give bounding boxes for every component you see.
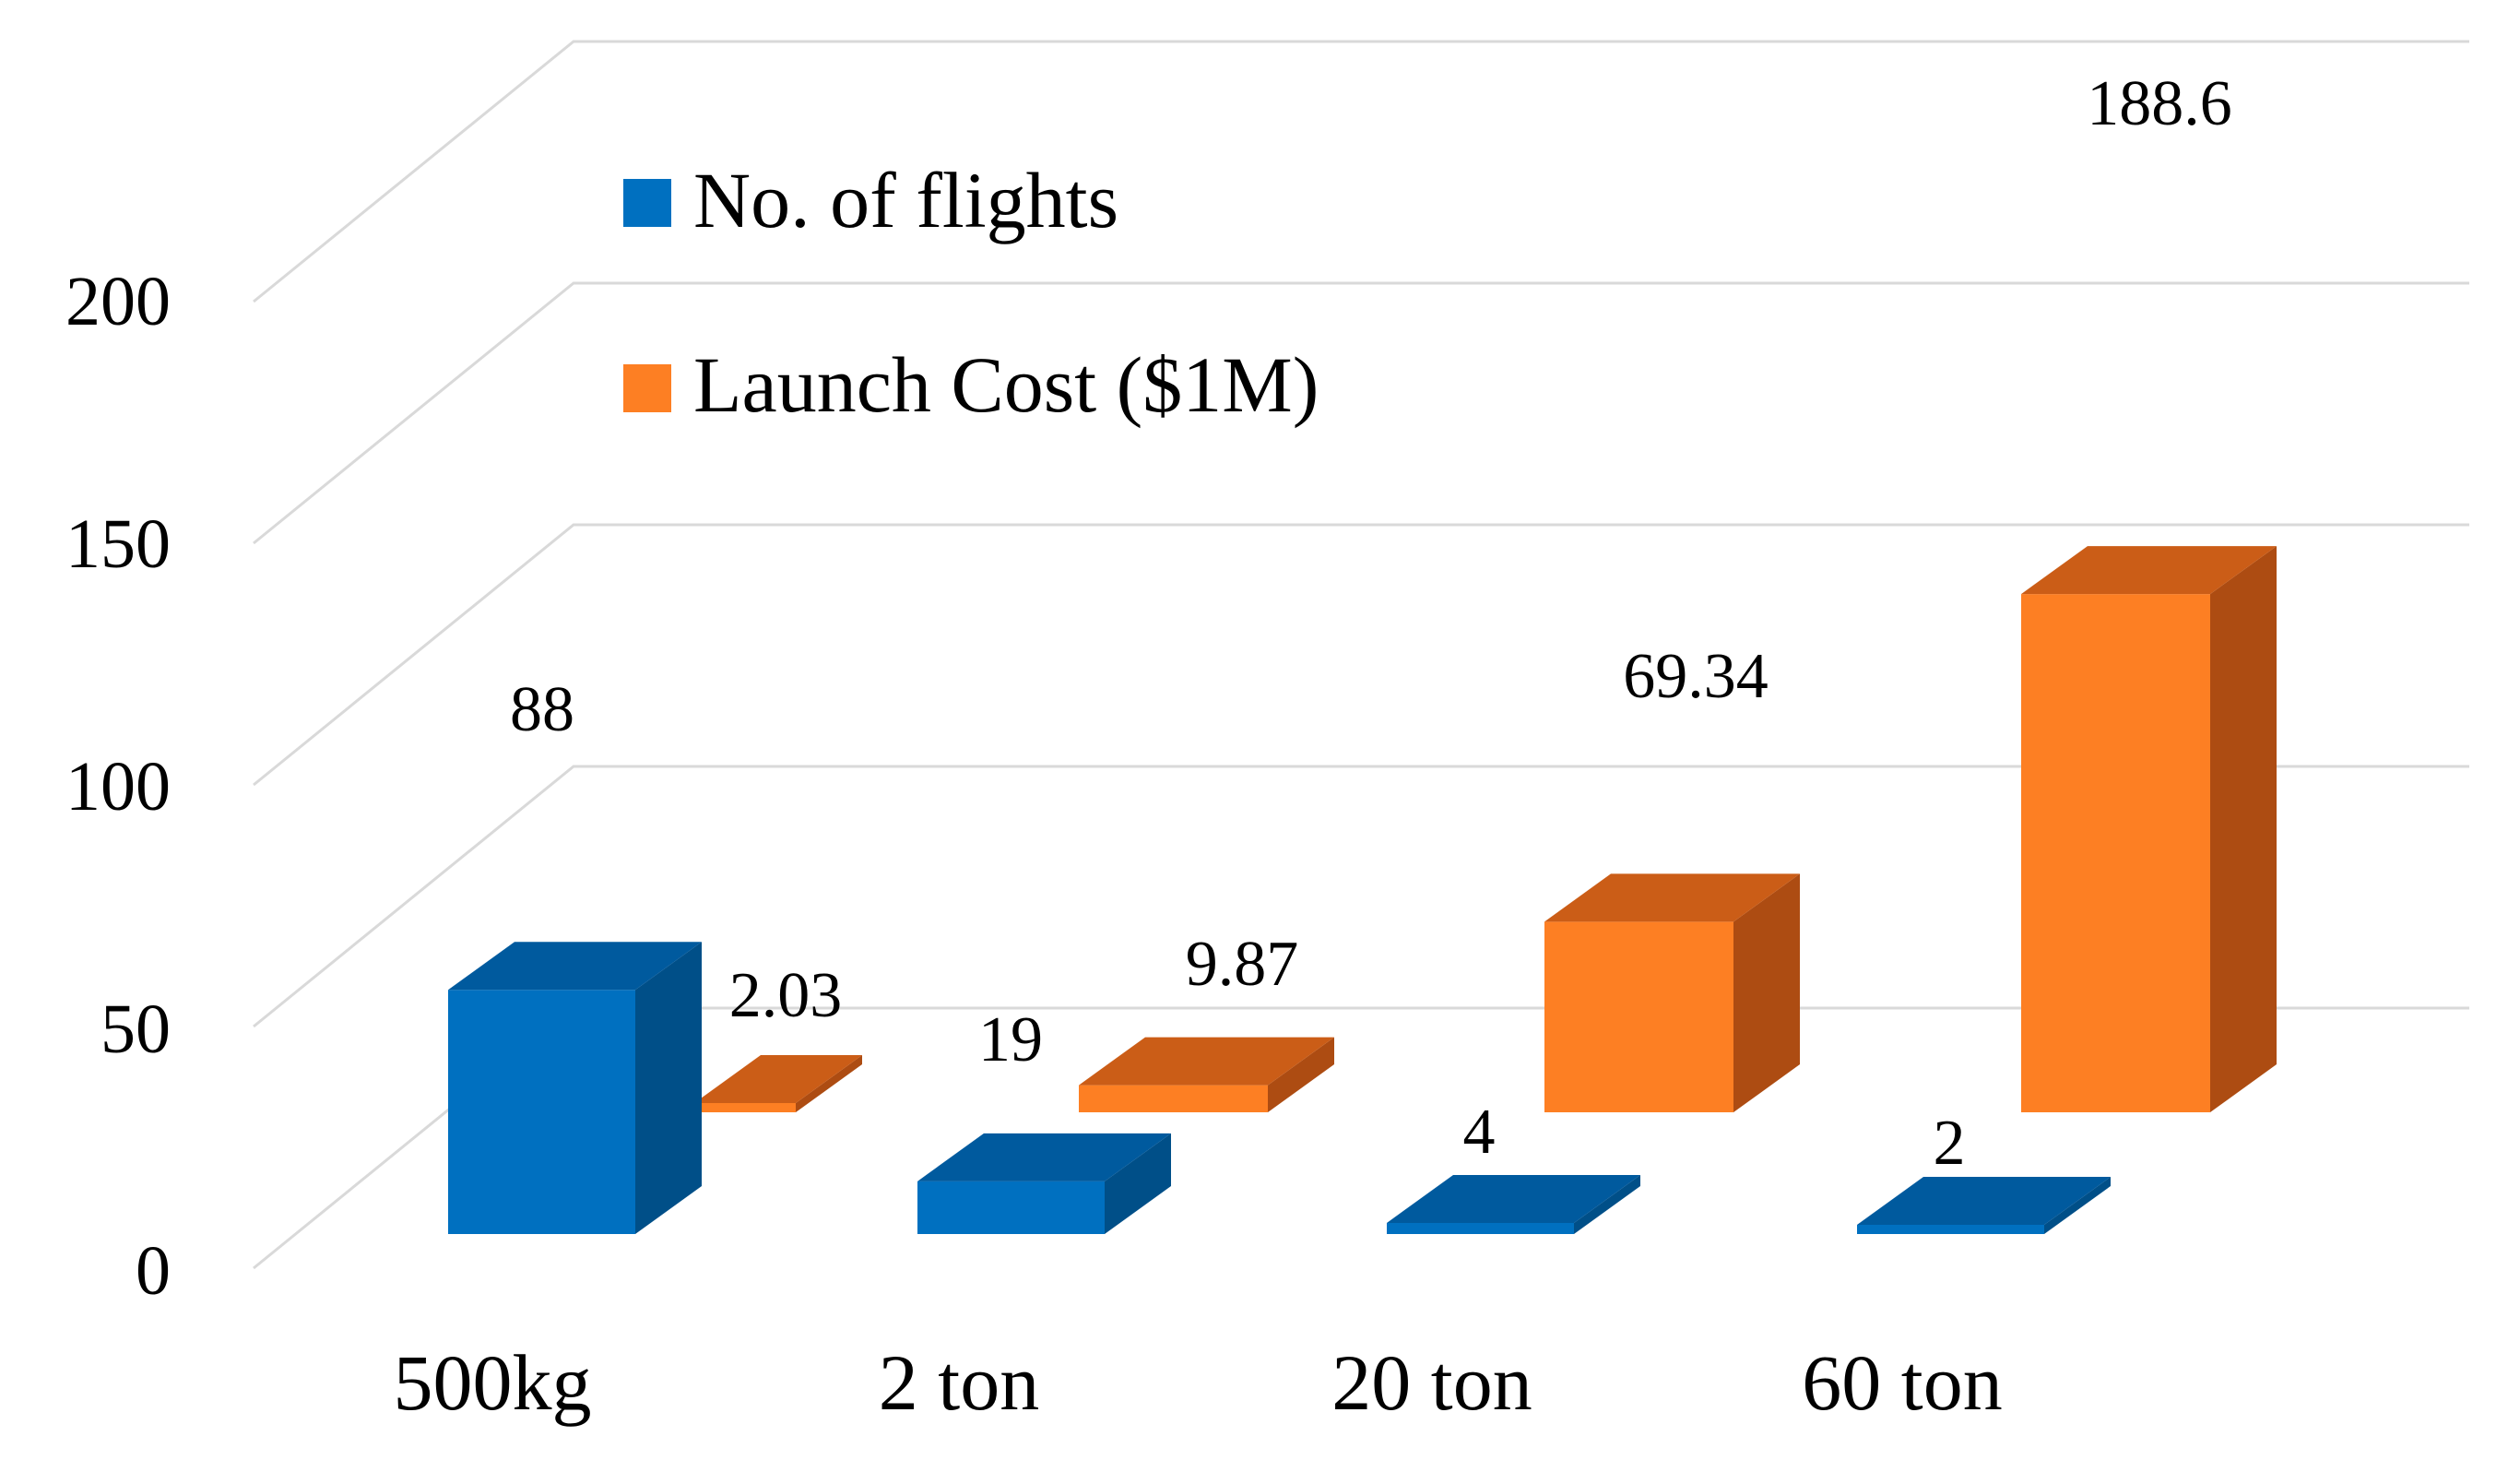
bar-top-face: [1544, 873, 1800, 922]
bars: [448, 546, 2277, 1234]
bar-side-face: [1268, 1037, 1334, 1112]
gridline: [253, 523, 2469, 787]
bar-side-face: [635, 942, 702, 1234]
bar-top-face: [917, 1133, 1171, 1181]
y-tick-label: 50: [101, 991, 171, 1068]
bar-flights-60-ton: [1857, 1177, 2111, 1234]
data-label-cost-20-ton: 69.34: [1623, 641, 1769, 712]
data-label-cost-60-ton: 188.6: [2087, 68, 2232, 139]
y-tick-label: 200: [65, 263, 171, 340]
bar-flights-2-ton: [917, 1133, 1171, 1234]
bar-front-face: [1544, 921, 1733, 1112]
legend-label-flights: No. of flights: [693, 156, 1118, 244]
bar-front-face: [2021, 594, 2210, 1112]
x-axis-categories: 500kg 2 ton 20 ton 60 ton: [394, 1338, 2003, 1427]
category-label-20-ton: 20 ton: [1331, 1338, 1532, 1427]
data-label-flights-20-ton: 4: [1463, 1097, 1496, 1168]
gridline: [253, 765, 2469, 1028]
data-label-cost-500kg: 2.03: [729, 960, 843, 1031]
bar-front-face: [448, 990, 635, 1234]
legend-swatch-cost: [623, 364, 671, 412]
bar-side-face: [796, 1055, 862, 1112]
y-tick-label: 100: [65, 748, 171, 825]
bar-front-face: [1387, 1222, 1574, 1234]
bar-side-face: [1105, 1133, 1171, 1234]
category-label-500kg: 500kg: [394, 1338, 592, 1427]
data-labels: 88 19 4 2 2.03 9.87 69.34 188.6: [510, 68, 2232, 1179]
bar-side-face: [1733, 873, 1800, 1112]
gridline: [253, 40, 2469, 303]
y-tick-label: 150: [65, 505, 171, 583]
bar-side-face: [1574, 1174, 1640, 1234]
bar-cost-2-ton: [1079, 1037, 1334, 1112]
bar-side-face: [2210, 546, 2277, 1112]
data-label-flights-500kg: 88: [510, 674, 574, 745]
data-label-flights-60-ton: 2: [1934, 1108, 1966, 1179]
bar-top-face: [694, 1055, 862, 1103]
bar-top-face: [448, 942, 702, 991]
category-label-60-ton: 60 ton: [1802, 1338, 2002, 1427]
y-tick-label: 0: [136, 1232, 171, 1310]
legend: No. of flights Launch Cost ($1M): [623, 156, 1319, 429]
bar-top-face: [1387, 1174, 1640, 1223]
bar-front-face: [694, 1103, 796, 1112]
bar-side-face: [2044, 1177, 2111, 1234]
y-axis-ticks: 0 50 100 150 200: [65, 263, 171, 1310]
data-label-flights-2-ton: 19: [978, 1004, 1043, 1075]
legend-swatch-flights: [623, 179, 671, 227]
category-label-2-ton: 2 ton: [879, 1338, 1039, 1427]
bar-top-face: [1857, 1177, 2111, 1225]
bar-cost-500kg: [694, 1055, 862, 1112]
bar-front-face: [1857, 1225, 2044, 1234]
bar-top-face: [2021, 546, 2277, 595]
gridline: [253, 281, 2469, 545]
gridlines: [253, 40, 2469, 1270]
bar-top-face: [1079, 1037, 1334, 1086]
legend-label-cost: Launch Cost ($1M): [693, 340, 1319, 429]
bar-front-face: [1079, 1085, 1268, 1112]
data-label-cost-2-ton: 9.87: [1186, 929, 1299, 1000]
bar-flights-500kg: [448, 942, 702, 1234]
bar-flights-20-ton: [1387, 1174, 1640, 1234]
bar-cost-60-ton: [2021, 546, 2277, 1112]
bar-cost-20-ton: [1544, 873, 1800, 1112]
bar-front-face: [917, 1181, 1105, 1234]
